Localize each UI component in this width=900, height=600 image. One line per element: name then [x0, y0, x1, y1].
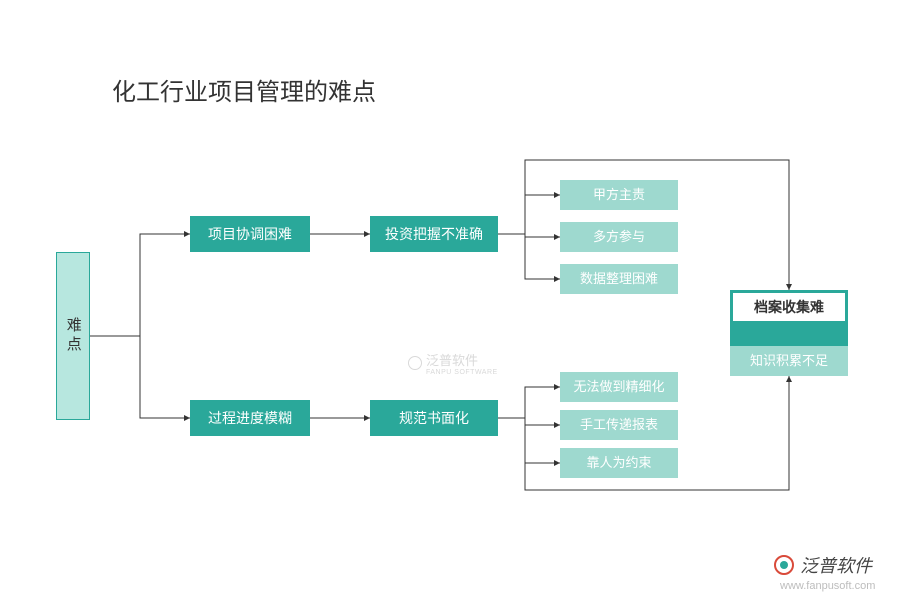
- node-l1: 甲方主责: [560, 180, 678, 210]
- node-l6: 靠人为约束: [560, 448, 678, 478]
- node-n1: 项目协调困难: [190, 216, 310, 252]
- node-n2: 过程进度模糊: [190, 400, 310, 436]
- node-l2: 多方参与: [560, 222, 678, 252]
- node-l3: 数据整理困难: [560, 264, 678, 294]
- brand-url: www.fanpusoft.com: [780, 580, 875, 592]
- watermark-center: 泛普软件 FANPU SOFTWARE: [408, 350, 498, 376]
- node-r1: 档案收集难: [730, 290, 848, 324]
- node-n1a: 投资把握不准确: [370, 216, 498, 252]
- diagram-title: 化工行业项目管理的难点: [112, 72, 376, 107]
- brand-logo-block: 泛普软件: [774, 552, 872, 578]
- brand-logo-icon: [774, 555, 794, 575]
- node-l5: 手工传递报表: [560, 410, 678, 440]
- watermark-text: 泛普软件: [426, 350, 498, 369]
- watermark-icon: [408, 356, 422, 370]
- node-r2: [730, 324, 848, 346]
- watermark-sub: FANPU SOFTWARE: [426, 369, 498, 376]
- node-r3: 知识积累不足: [730, 346, 848, 376]
- node-root: 难点: [56, 252, 90, 420]
- node-n2a: 规范书面化: [370, 400, 498, 436]
- node-l4: 无法做到精细化: [560, 372, 678, 402]
- brand-name: 泛普软件: [800, 552, 872, 578]
